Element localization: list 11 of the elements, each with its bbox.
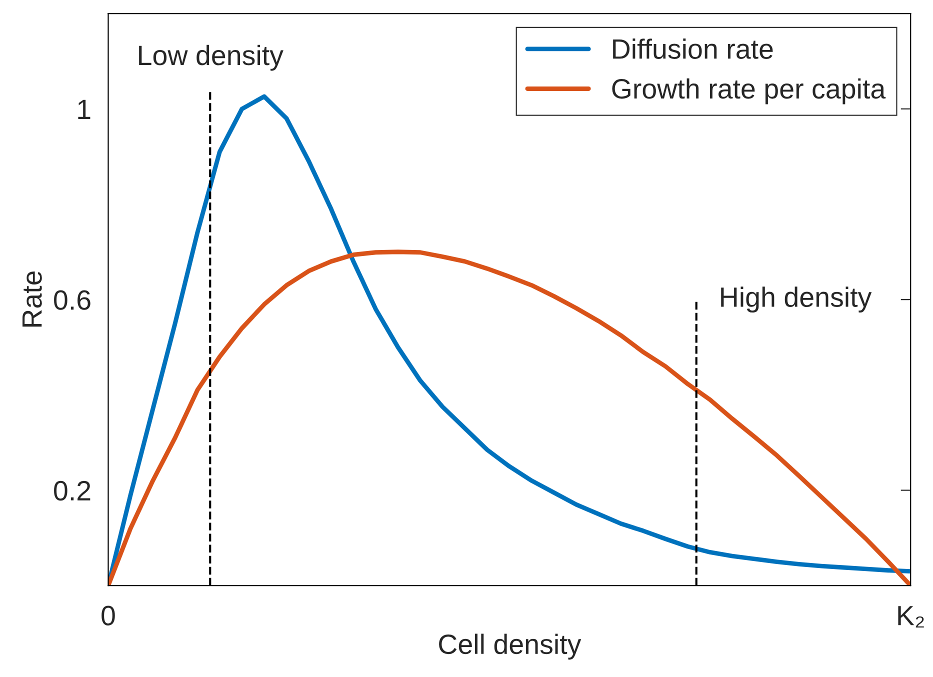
y-tick-label: 0.6	[54, 290, 90, 310]
x-axis-title: Cell density	[439, 634, 582, 660]
legend-label: Diffusion rate	[613, 38, 773, 59]
annotation: High density	[721, 286, 872, 313]
legend-label: Growth rate per capita	[612, 78, 886, 104]
annotation: Low density	[139, 44, 284, 71]
y-tick-label: 1	[78, 100, 90, 119]
x-tick-label: K₂	[898, 606, 924, 628]
y-tick-label: 0.2	[54, 480, 90, 501]
x-tick-label: 0	[102, 606, 115, 626]
y-axis-title: Rate	[22, 271, 42, 327]
